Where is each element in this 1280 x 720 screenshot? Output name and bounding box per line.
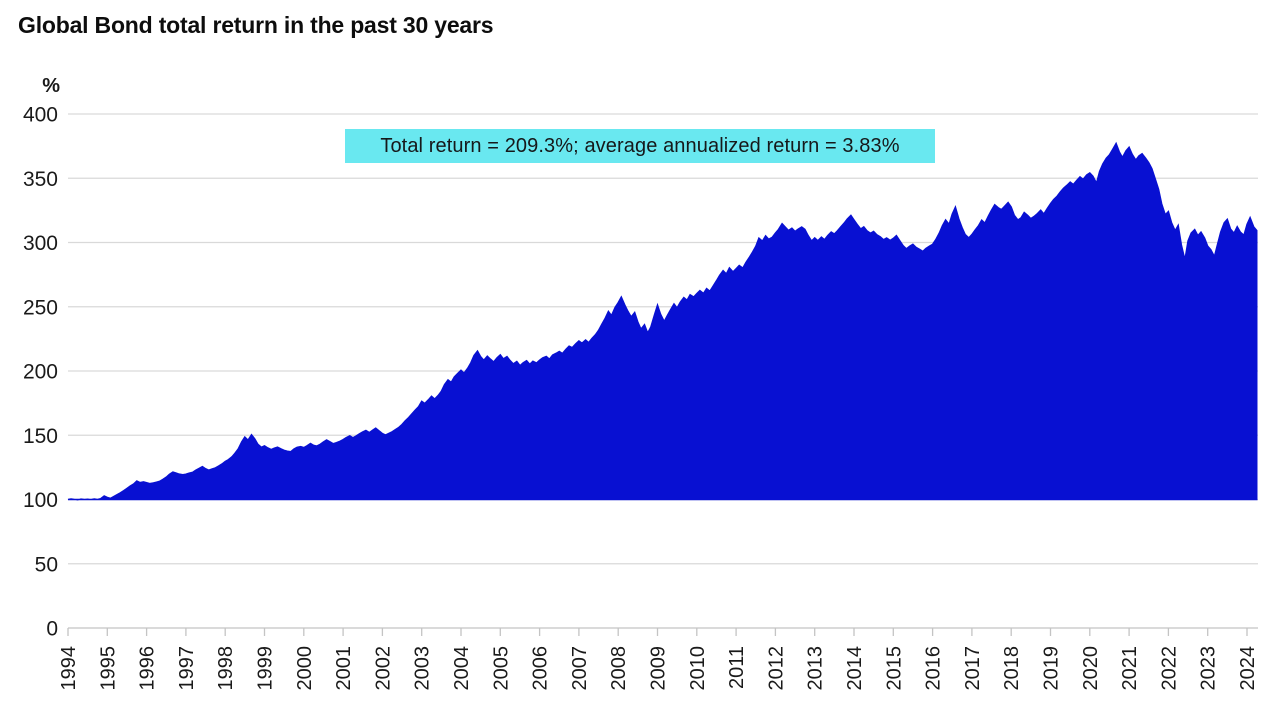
x-tick-label: 2017 [962,646,984,691]
x-tick-label: 2015 [883,646,905,691]
y-tick-label: 0 [46,618,58,641]
x-tick-label: 1996 [137,646,159,691]
x-tick-label: 1999 [255,646,277,691]
x-tick-label: 2001 [333,646,355,691]
x-tick-label: 2023 [1198,646,1220,691]
y-tick-label: 50 [35,553,58,576]
x-tick-label: 2020 [1080,646,1102,691]
y-tick-label: 300 [23,232,58,255]
x-tick-label: 1998 [215,646,237,691]
y-tick-label: 250 [23,296,58,319]
total-return-area-series [67,141,1258,501]
x-tick-label: 2011 [726,646,748,689]
x-tick-label: 2004 [451,646,473,691]
y-tick-label: 350 [23,168,58,191]
x-tick-label: 2009 [648,646,670,691]
x-tick-label: 2008 [608,646,630,691]
x-tick-label: 2010 [687,646,709,691]
x-tick-label: 2024 [1237,646,1259,691]
x-tick-label: 1995 [97,646,119,691]
y-axis-unit-label: % [42,75,60,97]
y-tick-label: 150 [23,425,58,448]
x-tick-label: 2014 [844,646,866,691]
x-tick-label: 2021 [1119,646,1141,691]
y-tick-label: 200 [23,361,58,384]
y-tick-label: 100 [23,489,58,512]
x-tick-label: 2003 [412,646,434,691]
x-tick-label: 1997 [176,646,198,691]
x-tick-label: 2002 [372,646,394,691]
x-tick-label: 2005 [490,646,512,691]
x-tick-label: 1994 [58,646,80,691]
x-tick-label: 2018 [1001,646,1023,691]
annotation-box: Total return = 209.3%; average annualize… [345,129,935,163]
x-tick-label: 2007 [569,646,591,691]
y-tick-label: 400 [23,104,58,127]
x-tick-label: 2013 [805,646,827,691]
x-tick-label: 2000 [294,646,316,691]
x-tick-label: 2022 [1158,646,1180,691]
x-tick-label: 2012 [765,646,787,691]
chart-title: Global Bond total return in the past 30 … [18,12,494,38]
x-tick-label: 2019 [1041,646,1063,691]
x-tick-label: 2016 [923,646,945,691]
x-tick-label: 2006 [530,646,552,691]
